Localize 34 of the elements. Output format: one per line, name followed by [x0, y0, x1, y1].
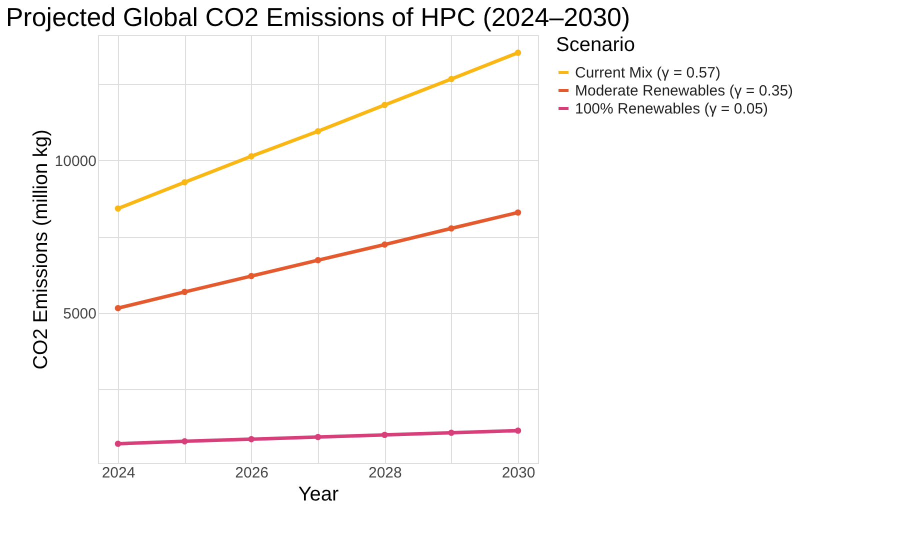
point	[514, 209, 522, 216]
point	[314, 256, 322, 264]
legend-label: Moderate Renewables (γ = 0.35)	[575, 82, 794, 100]
point	[182, 179, 188, 186]
point	[248, 153, 254, 160]
point	[514, 427, 522, 434]
point	[314, 434, 322, 440]
y-tick-label: 10000	[54, 152, 96, 170]
point	[248, 436, 254, 442]
x-tick-label: 2026	[235, 464, 269, 482]
legend-label: Current Mix (γ = 0.57)	[575, 64, 720, 82]
legend-title: Scenario	[556, 34, 635, 56]
point	[382, 432, 388, 438]
y-axis-title: CO2 Emissions (million kg)	[30, 129, 52, 370]
point	[182, 288, 188, 296]
chart-title: Projected Global CO2 Emissions of HPC (2024–2030)	[6, 2, 630, 32]
point	[448, 430, 454, 436]
x-tick-label: 2028	[368, 464, 402, 482]
point	[382, 102, 388, 108]
point	[114, 304, 122, 312]
x-tick-label: 2024	[102, 464, 136, 482]
point	[248, 272, 254, 280]
point	[514, 50, 522, 56]
point	[114, 440, 122, 447]
point	[114, 205, 122, 212]
point	[448, 76, 454, 82]
x-tick-label: 2030	[502, 464, 536, 482]
point	[182, 438, 188, 444]
y-tick-label: 5000	[63, 306, 96, 322]
point	[448, 225, 454, 232]
point	[382, 241, 388, 248]
legend-label: 100% Renewables (γ = 0.05)	[575, 100, 768, 118]
x-axis-title: Year	[298, 484, 340, 506]
point	[314, 128, 322, 134]
